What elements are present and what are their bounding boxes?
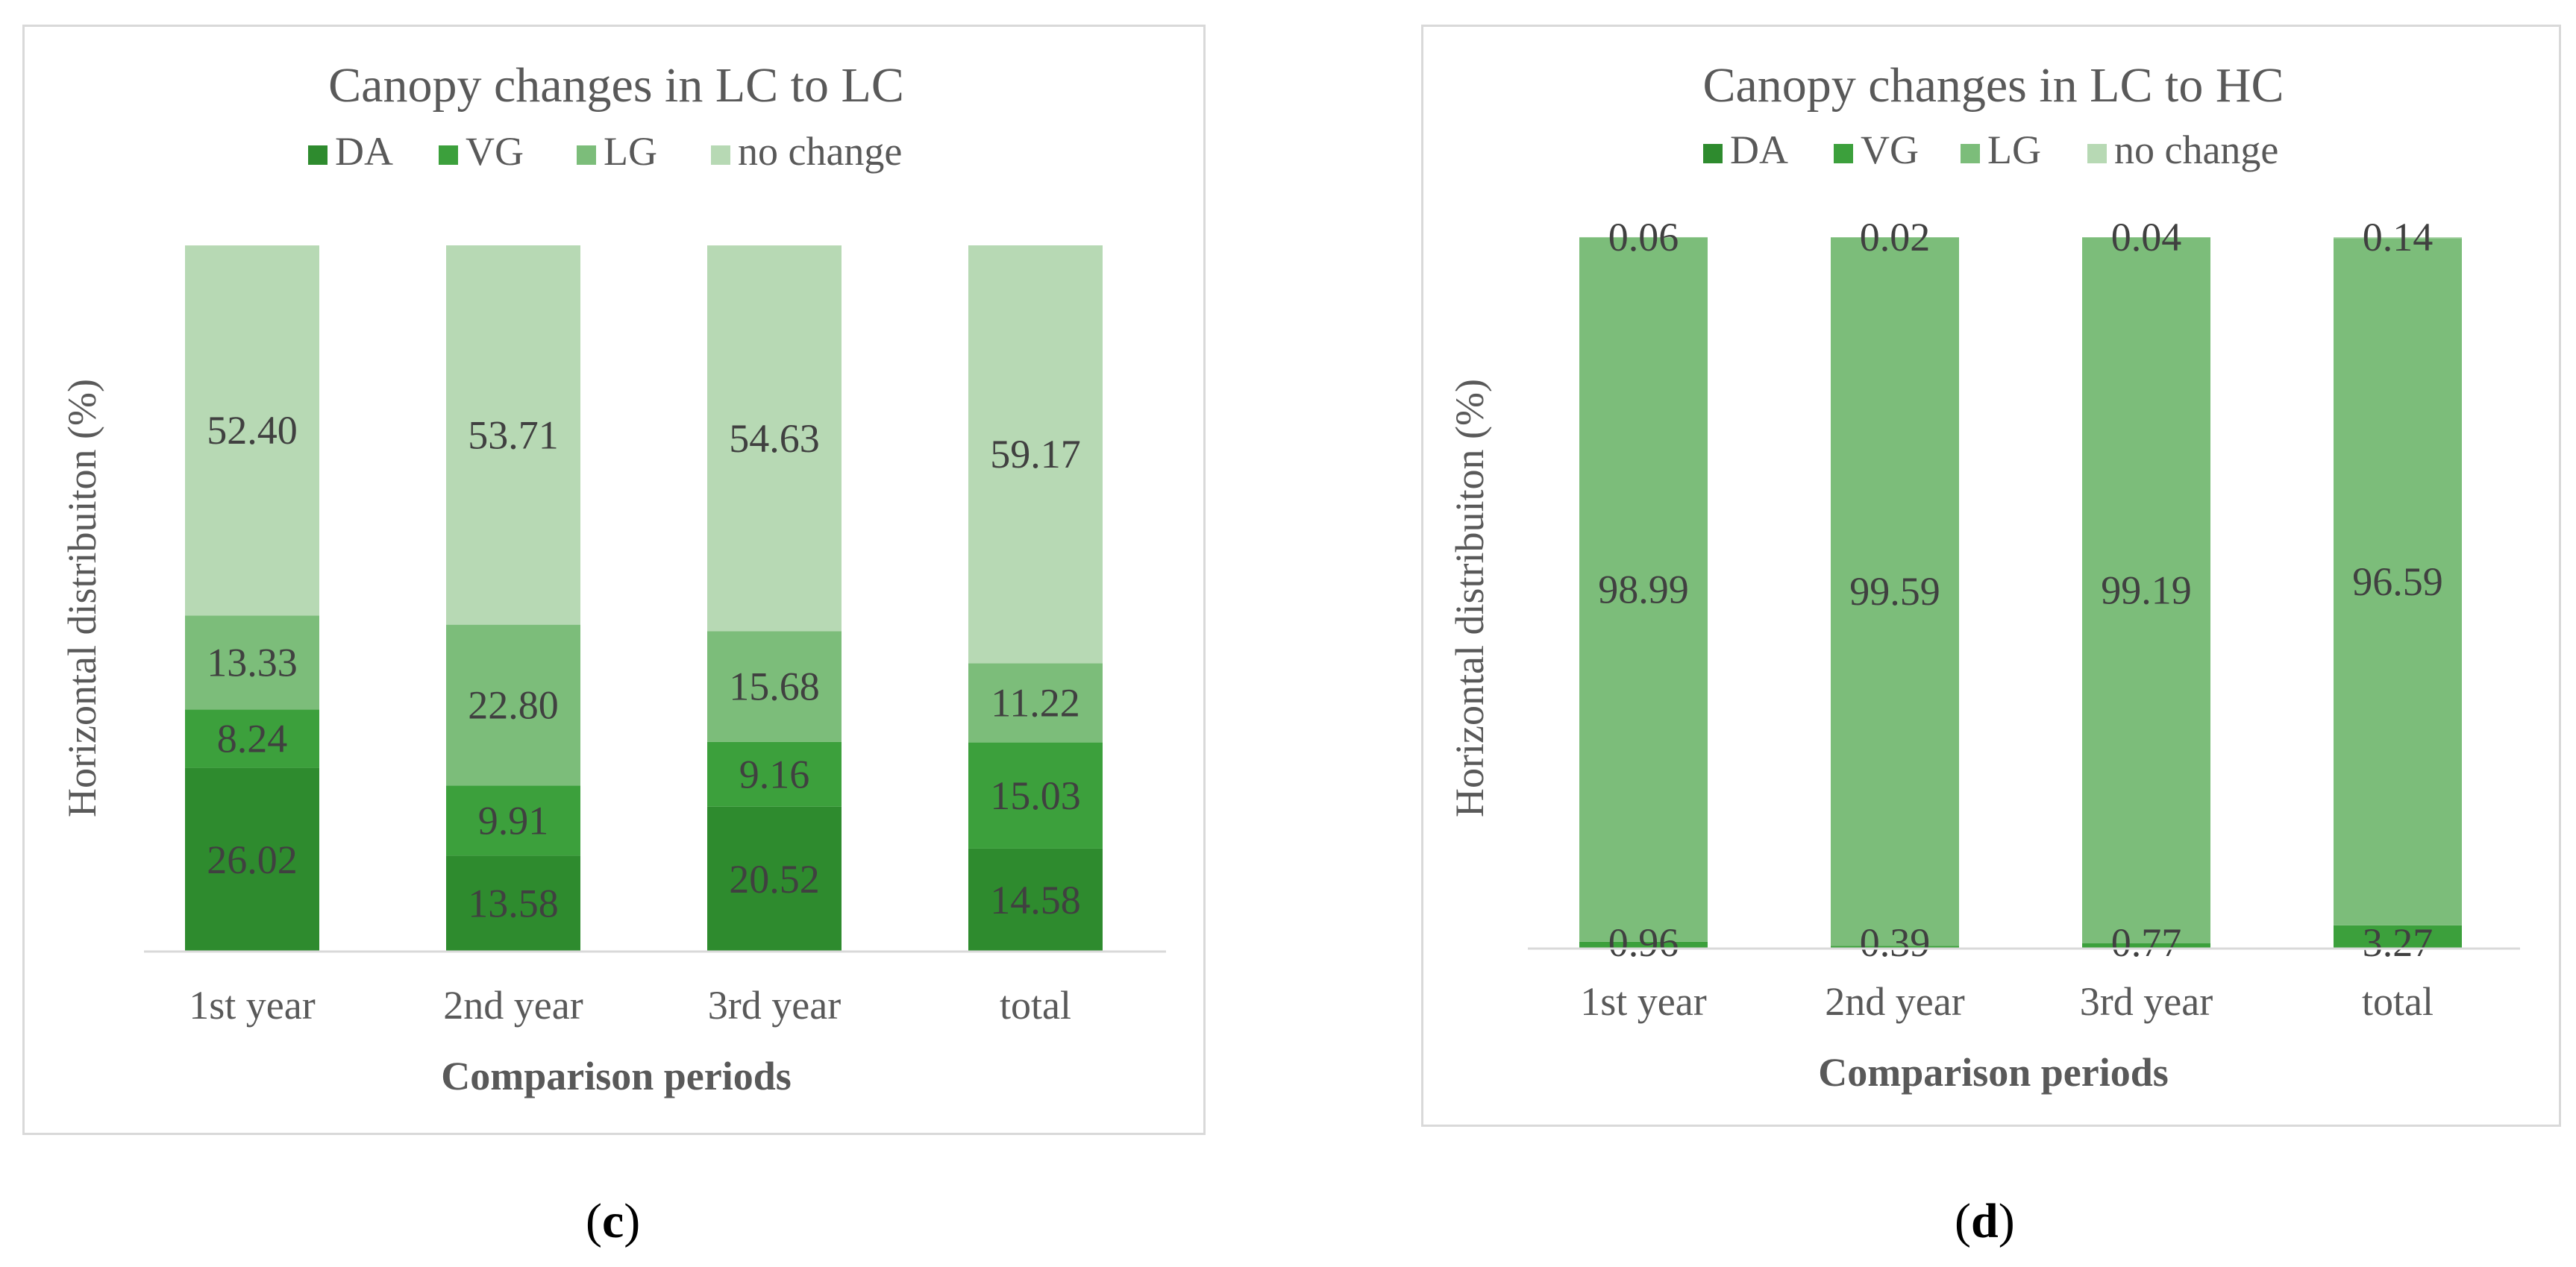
caption-c: (c): [586, 1194, 641, 1248]
bar-no-change-2: [2082, 237, 2210, 238]
bar-LG-2: [707, 631, 842, 742]
legend-label-DA: DA: [335, 129, 393, 174]
bar-LG-2: [2082, 237, 2210, 943]
x-tick-label: 2nd year: [1825, 979, 1964, 1024]
bar-VG-3: [2334, 925, 2462, 949]
data-label-LG-0: 13.33: [207, 640, 298, 685]
bar-LG-3: [2334, 238, 2462, 925]
bar-LG-0: [1579, 237, 1708, 942]
x-tick-label: 2nd year: [443, 983, 583, 1028]
legend-label-VG: VG: [1861, 128, 1919, 172]
bar-VG-0: [185, 709, 319, 768]
bar-LG-1: [1831, 237, 1959, 946]
bar-DA-3: [968, 848, 1103, 952]
chart-c: Canopy changes in LC to LC DA VG LG no chang…: [60, 58, 1166, 1098]
legend-swatch-no-change: [711, 145, 730, 165]
data-label-DA-3: 14.58: [990, 878, 1081, 922]
bar-LG-1: [446, 624, 580, 786]
legend-label-no-change: no change: [2114, 128, 2278, 172]
chart-panel-c: Canopy changes in LC to LC DA VG LG no chang…: [22, 25, 1206, 1135]
bar-no-change-1: [1831, 237, 1959, 238]
data-label-LG-2: 99.19: [2101, 568, 2192, 613]
legend-swatch-VG: [439, 145, 458, 165]
legend-swatch-LG: [577, 145, 596, 165]
data-label-DA-2: 20.52: [729, 857, 820, 902]
data-label-DA-0: 26.02: [207, 837, 298, 882]
legend-swatch-VG: [1834, 144, 1853, 163]
bar-VG-1: [446, 785, 580, 856]
bar-no-change-0: [1579, 236, 1708, 238]
data-label-LG-0: 98.99: [1598, 568, 1689, 612]
data-label-DA-1: 13.58: [468, 881, 559, 926]
bar-LG-3: [968, 663, 1103, 743]
y-axis-title: Horizontal distribuiton (%): [1447, 379, 1492, 817]
data-label-VG-0: 0.96: [1608, 920, 1679, 965]
legend-label-LG: LG: [1987, 128, 2041, 172]
data-label-no-change-2: 0.04: [2111, 215, 2182, 260]
data-label-no-change-1: 0.02: [1860, 215, 1931, 260]
legend-swatch-DA: [1703, 144, 1723, 163]
bar-VG-2: [2082, 943, 2210, 949]
data-label-no-change-2: 54.63: [729, 416, 820, 461]
data-label-LG-1: 99.59: [1849, 569, 1940, 614]
data-label-VG-2: 0.77: [2111, 920, 2182, 965]
data-label-VG-3: 3.27: [2363, 920, 2434, 965]
x-tick-label: total: [2362, 979, 2434, 1024]
x-tick-label: 3rd year: [708, 983, 841, 1028]
x-tick-label: 1st year: [189, 983, 315, 1028]
bar-DA-2: [707, 806, 842, 952]
x-axis-title: Comparison periods: [1818, 1050, 2169, 1095]
bar-no-change-1: [446, 245, 580, 625]
x-tick-label: 3rd year: [2080, 979, 2213, 1024]
bar-DA-0: [185, 767, 319, 952]
data-label-LG-1: 22.80: [468, 683, 559, 728]
data-label-VG-0: 8.24: [217, 717, 288, 761]
y-axis-title: Horizontal distribuiton (%): [60, 379, 104, 817]
caption-d: (d): [1955, 1194, 2015, 1248]
bar-VG-1: [1831, 946, 1959, 949]
x-tick-label: 1st year: [1580, 979, 1706, 1024]
data-label-no-change-3: 59.17: [990, 432, 1081, 477]
data-label-VG-1: 0.39: [1860, 920, 1931, 965]
data-label-VG-3: 15.03: [990, 773, 1081, 818]
caption-d-letter: d: [1970, 1194, 1999, 1248]
legend-label-LG: LG: [604, 129, 657, 174]
data-label-VG-1: 9.91: [478, 798, 549, 843]
data-label-no-change-1: 53.71: [468, 412, 559, 457]
chart-title: Canopy changes in LC to LC: [328, 58, 904, 113]
legend-label-no-change: no change: [738, 129, 902, 174]
bar-DA-1: [446, 855, 580, 952]
data-label-LG-3: 96.59: [2352, 559, 2443, 604]
data-label-VG-2: 9.16: [739, 752, 810, 796]
bar-no-change-0: [185, 245, 319, 616]
bar-VG-0: [1579, 941, 1708, 949]
bar-no-change-3: [968, 245, 1103, 664]
data-label-no-change-0: 0.06: [1608, 215, 1679, 260]
legend-swatch-no-change: [2087, 144, 2107, 163]
bar-VG-3: [968, 742, 1103, 849]
bar-VG-2: [707, 741, 842, 807]
data-label-LG-3: 11.22: [991, 680, 1080, 725]
legend-label-DA: DA: [1730, 128, 1788, 172]
x-axis-title: Comparison periods: [441, 1054, 792, 1098]
legend-swatch-DA: [308, 145, 328, 165]
x-tick-label: total: [1000, 983, 1071, 1028]
bar-no-change-2: [707, 245, 842, 632]
chart-title: Canopy changes in LC to HC: [1702, 58, 2284, 113]
data-label-LG-2: 15.68: [729, 664, 820, 709]
chart-d: Canopy changes in LC to HC DA VG LG no chang…: [1447, 58, 2520, 1095]
data-label-no-change-3: 0.14: [2363, 215, 2434, 260]
chart-panel-d: Canopy changes in LC to HC DA VG LG no chang…: [1421, 25, 2561, 1127]
bar-LG-0: [185, 615, 319, 710]
bar-no-change-3: [2334, 237, 2462, 239]
legend-label-VG: VG: [466, 129, 524, 174]
legend-swatch-LG: [1961, 144, 1980, 163]
caption-c-letter: c: [601, 1194, 624, 1248]
data-label-no-change-0: 52.40: [207, 408, 298, 453]
